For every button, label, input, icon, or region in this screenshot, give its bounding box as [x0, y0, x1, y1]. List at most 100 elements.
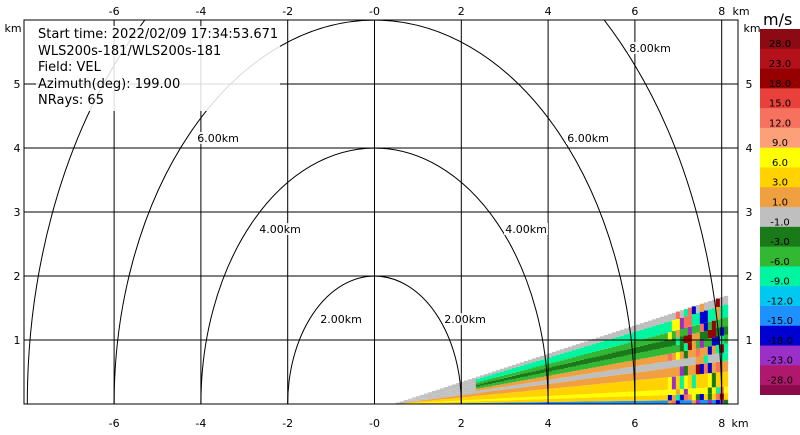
- velocity-cell: [519, 377, 525, 381]
- velocity-cell: [447, 398, 453, 402]
- velocity-cell: [599, 383, 605, 394]
- velocity-cell: [647, 327, 653, 338]
- velocity-cell: [475, 388, 481, 391]
- velocity-cell: [431, 397, 437, 399]
- velocity-cell: [703, 399, 709, 404]
- velocity-cell: [675, 344, 681, 353]
- velocity-cell: [519, 387, 525, 392]
- velocity-cell: [631, 380, 637, 392]
- velocity-cell: [599, 393, 605, 398]
- velocity-cell: [699, 303, 705, 312]
- velocity-cell: [571, 375, 577, 381]
- velocity-cell: [631, 396, 637, 401]
- velocity-cell: [647, 320, 653, 328]
- velocity-cell: [643, 395, 649, 401]
- velocity-cell: [555, 365, 561, 370]
- velocity-cell: [423, 402, 429, 404]
- velocity-cell: [715, 387, 721, 394]
- velocity-cell: [555, 378, 561, 383]
- velocity-cell: [703, 393, 709, 400]
- velocity-cell: [443, 388, 449, 391]
- velocity-cell: [699, 331, 705, 340]
- velocity-cell: [595, 401, 601, 404]
- velocity-cell: [643, 400, 649, 404]
- velocity-cell: [707, 387, 713, 394]
- velocity-cell: [475, 390, 481, 394]
- velocity-cell: [663, 333, 669, 341]
- velocity-cell: [639, 323, 645, 330]
- velocity-cell: [467, 379, 473, 382]
- velocity-cell: [483, 392, 489, 396]
- velocity-cell: [543, 389, 549, 397]
- velocity-cell: [611, 358, 617, 364]
- velocity-cell: [411, 400, 417, 401]
- velocity-cell: [487, 378, 493, 382]
- velocity-cell: [487, 400, 493, 403]
- colorbar-segment: [760, 29, 800, 50]
- velocity-cell: [651, 370, 657, 379]
- velocity-cell: [631, 353, 637, 361]
- velocity-cell: [539, 399, 545, 403]
- velocity-cell: [679, 317, 685, 329]
- velocity-cell: [571, 380, 577, 387]
- velocity-cell: [575, 398, 581, 402]
- velocity-cell: [499, 378, 505, 382]
- velocity-cell: [435, 390, 441, 393]
- velocity-cell: [647, 363, 653, 371]
- x-tick-label-bottom: 8: [718, 417, 725, 430]
- velocity-cell: [515, 387, 521, 392]
- velocity-cell: [663, 322, 669, 334]
- velocity-cell: [659, 390, 665, 396]
- velocity-cell: [611, 375, 617, 383]
- velocity-cell: [671, 360, 677, 368]
- velocity-cell: [607, 358, 613, 365]
- velocity-cell: [591, 384, 597, 394]
- velocity-cell: [443, 395, 449, 398]
- velocity-cell: [687, 315, 693, 327]
- velocity-cell: [579, 401, 585, 404]
- velocity-cell: [419, 397, 425, 399]
- velocity-cell: [491, 394, 497, 399]
- velocity-cell: [511, 385, 517, 389]
- velocity-cell: [435, 398, 441, 400]
- velocity-cell: [699, 387, 705, 394]
- velocity-cell: [619, 356, 625, 363]
- colorbar-segment: [760, 385, 800, 395]
- velocity-cell: [623, 343, 629, 350]
- colorbar-segment: [760, 266, 800, 287]
- axis-tick-labels: -6 -6 -4 -4 -2 -2 -0 -0 2 2 4 4 6 6 8 8 1 1 2 2 3 3 4 4 5 5 km km km…: [4, 5, 760, 430]
- velocity-cell: [499, 398, 505, 401]
- range-ring-label-bg: [443, 313, 487, 325]
- colorbar-tick-label: 1.0: [772, 197, 788, 208]
- velocity-cell: [547, 367, 553, 372]
- velocity-cell: [483, 382, 489, 385]
- y-tick-label-right: 5: [746, 78, 753, 91]
- velocity-cell: [571, 398, 577, 402]
- velocity-cell: [587, 358, 593, 364]
- velocity-cell: [711, 308, 717, 321]
- velocity-cell: [579, 342, 585, 348]
- velocity-cell: [543, 354, 549, 359]
- velocity-cell: [575, 348, 581, 357]
- velocity-cell: [503, 370, 509, 375]
- velocity-cell: [603, 359, 609, 366]
- velocity-cell: [523, 402, 529, 404]
- velocity-cell: [567, 367, 573, 372]
- velocity-cell: [611, 338, 617, 347]
- velocity-cell: [659, 323, 665, 335]
- velocity-cell: [455, 390, 461, 393]
- velocity-cell: [663, 347, 669, 355]
- velocity-cell: [707, 399, 713, 404]
- velocity-cell: [483, 402, 489, 404]
- velocity-cell: [595, 361, 601, 367]
- velocity-cell: [575, 394, 581, 399]
- velocity-cell: [511, 397, 517, 401]
- velocity-cell: [495, 402, 501, 404]
- velocity-cell: [611, 392, 617, 397]
- velocity-cell: [479, 402, 485, 404]
- velocity-cell: [647, 390, 653, 396]
- velocity-cell: [667, 314, 673, 322]
- velocity-cell: [443, 397, 449, 399]
- velocity-cell: [559, 377, 565, 383]
- velocity-cell: [495, 398, 501, 401]
